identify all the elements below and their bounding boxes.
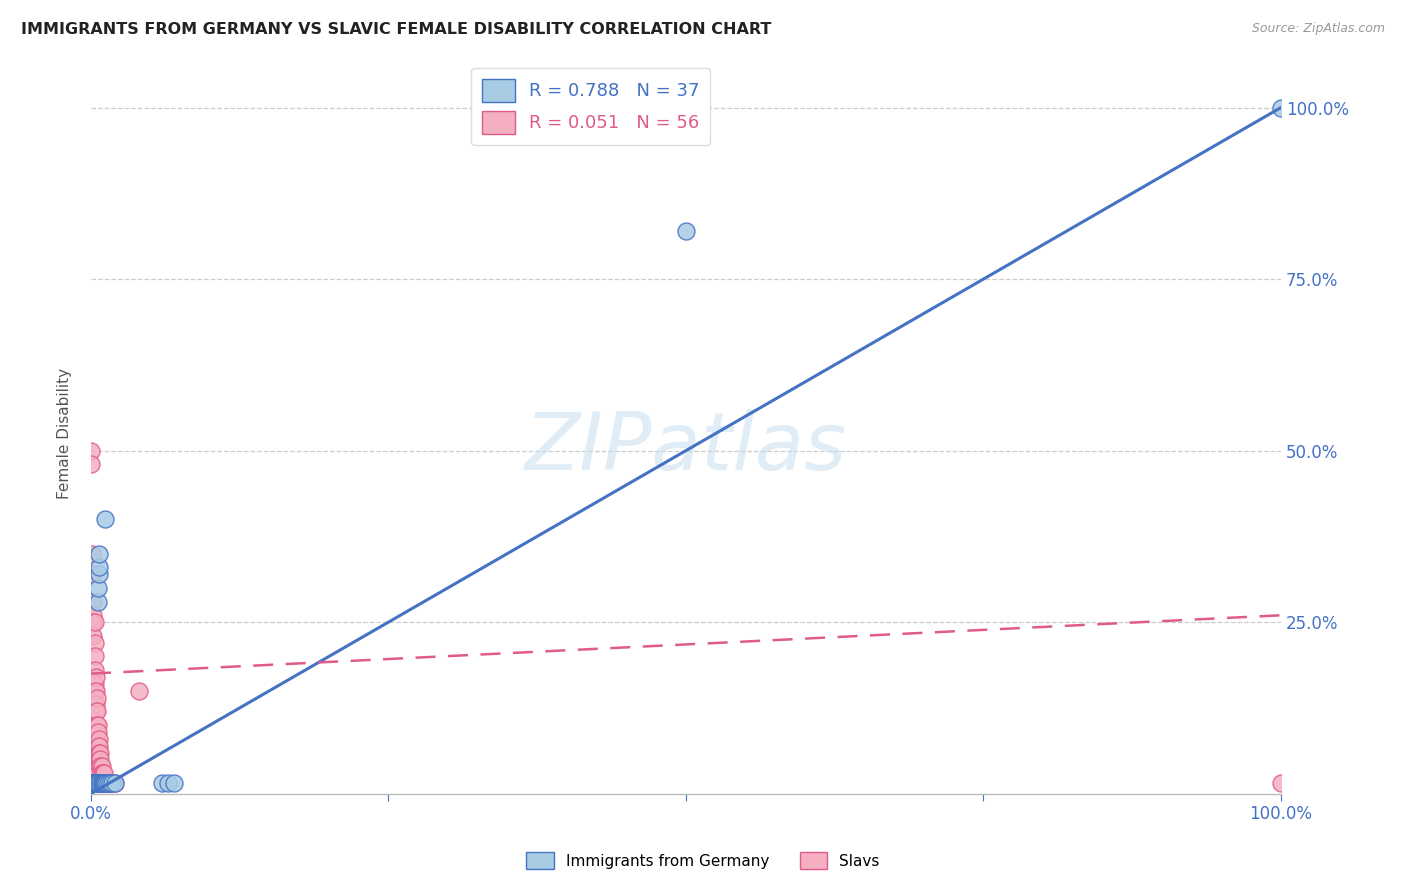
Point	[89, 547, 111, 561]
Point	[87, 752, 110, 766]
Text: IMMIGRANTS FROM GERMANY VS SLAVIC FEMALE DISABILITY CORRELATION CHART: IMMIGRANTS FROM GERMANY VS SLAVIC FEMALE…	[21, 22, 772, 37]
Point	[87, 594, 110, 608]
Point	[157, 776, 180, 790]
Legend: R = 0.788   N = 37, R = 0.051   N = 56: R = 0.788 N = 37, R = 0.051 N = 56	[471, 68, 710, 145]
Point	[83, 776, 105, 790]
Text: Source: ZipAtlas.com: Source: ZipAtlas.com	[1251, 22, 1385, 36]
Point	[89, 752, 111, 766]
Point	[82, 629, 104, 643]
Point	[86, 718, 108, 732]
Point	[101, 776, 124, 790]
Point	[86, 690, 108, 705]
Point	[1270, 101, 1292, 115]
Point	[128, 683, 150, 698]
Point	[89, 739, 111, 753]
Point	[89, 766, 111, 780]
Point	[90, 766, 112, 780]
Point	[89, 776, 111, 790]
Point	[90, 776, 112, 790]
Point	[104, 776, 127, 790]
Point	[84, 776, 107, 790]
Point	[82, 776, 104, 790]
Point	[90, 759, 112, 773]
Point	[82, 567, 104, 582]
Point	[91, 766, 114, 780]
Point	[89, 759, 111, 773]
Point	[83, 776, 105, 790]
Point	[91, 776, 114, 790]
Point	[89, 731, 111, 746]
Point	[94, 776, 117, 790]
Point	[87, 776, 110, 790]
Point	[93, 776, 115, 790]
Point	[83, 776, 105, 790]
Point	[94, 776, 117, 790]
Point	[97, 776, 120, 790]
Point	[82, 776, 104, 790]
Point	[97, 776, 120, 790]
Point	[87, 718, 110, 732]
Point	[89, 567, 111, 582]
Text: ZIPatlas: ZIPatlas	[524, 409, 846, 487]
Point	[89, 759, 111, 773]
Point	[84, 718, 107, 732]
Point	[84, 776, 107, 790]
Point	[96, 776, 118, 790]
Point	[83, 663, 105, 677]
Point	[150, 776, 173, 790]
Point	[91, 776, 114, 790]
Point	[89, 776, 111, 790]
Point	[82, 615, 104, 629]
Point	[90, 776, 112, 790]
Point	[89, 752, 111, 766]
Point	[89, 560, 111, 574]
Point	[82, 776, 104, 790]
Point	[86, 704, 108, 718]
Point	[82, 594, 104, 608]
Point	[87, 739, 110, 753]
Point	[83, 677, 105, 691]
Point	[80, 458, 103, 472]
Point	[93, 766, 115, 780]
Point	[83, 649, 105, 664]
Point	[82, 547, 104, 561]
Point	[84, 704, 107, 718]
Y-axis label: Female Disability: Female Disability	[58, 368, 72, 499]
Legend: Immigrants from Germany, Slavs: Immigrants from Germany, Slavs	[520, 846, 886, 875]
Point	[80, 443, 103, 458]
Point	[84, 683, 107, 698]
Point	[89, 746, 111, 760]
Point	[84, 776, 107, 790]
Point	[84, 698, 107, 712]
Point	[96, 776, 118, 790]
Point	[87, 746, 110, 760]
Point	[83, 636, 105, 650]
Point	[91, 776, 114, 790]
Point	[94, 512, 117, 526]
Point	[163, 776, 186, 790]
Point	[83, 615, 105, 629]
Point	[98, 776, 121, 790]
Point	[84, 670, 107, 684]
Point	[86, 776, 108, 790]
Point	[97, 776, 120, 790]
Point	[91, 776, 114, 790]
Point	[101, 776, 124, 790]
Point	[89, 776, 111, 790]
Point	[82, 608, 104, 623]
Point	[86, 725, 108, 739]
Point	[86, 776, 108, 790]
Point	[1270, 776, 1292, 790]
Point	[89, 746, 111, 760]
Point	[87, 581, 110, 595]
Point	[93, 776, 115, 790]
Point	[675, 224, 697, 238]
Point	[90, 776, 112, 790]
Point	[104, 776, 127, 790]
Point	[98, 776, 121, 790]
Point	[86, 731, 108, 746]
Point	[83, 683, 105, 698]
Point	[86, 776, 108, 790]
Point	[87, 725, 110, 739]
